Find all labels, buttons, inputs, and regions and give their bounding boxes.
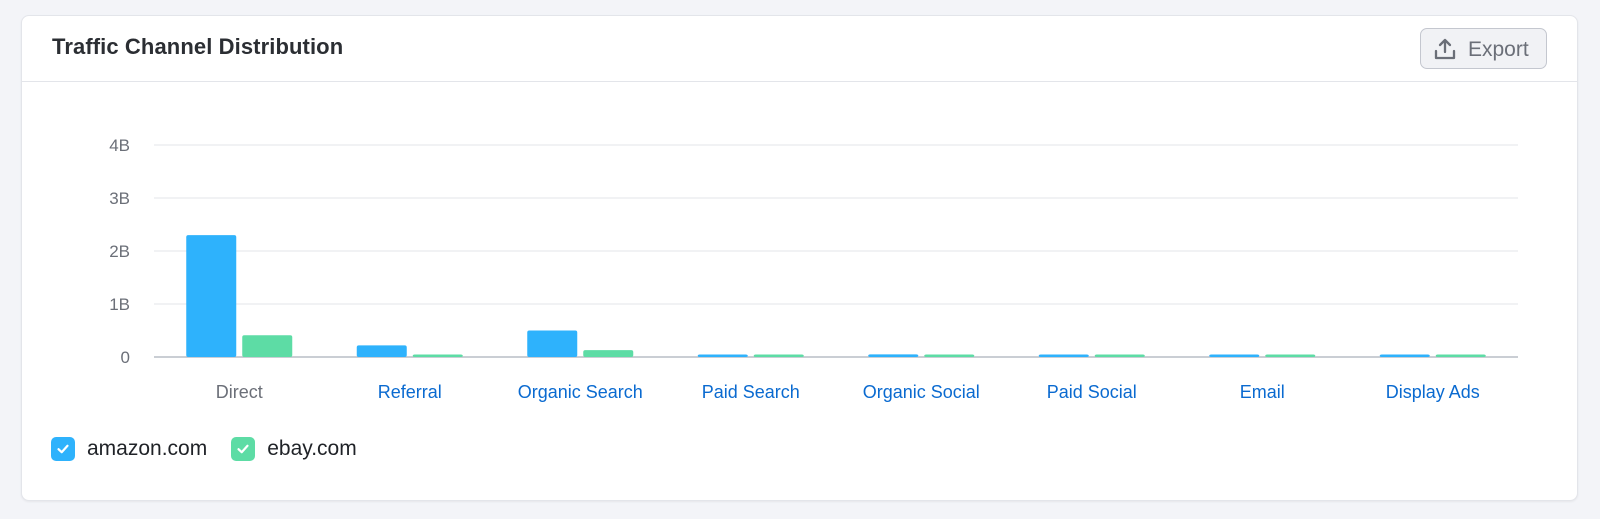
y-tick-label: 1B <box>109 295 130 314</box>
category-label[interactable]: Organic Search <box>518 382 643 402</box>
upload-icon <box>1434 38 1456 60</box>
bar-2 <box>1435 354 1486 357</box>
bar-1 <box>1038 354 1089 357</box>
bar-2 <box>412 354 463 357</box>
legend-item-series-1[interactable]: amazon.com <box>51 437 207 461</box>
bar-1 <box>1379 354 1430 357</box>
bar-1 <box>697 354 748 357</box>
chart-legend: amazon.com ebay.com <box>51 436 381 462</box>
traffic-channel-card: Traffic Channel Distribution Export 0 1B 2… <box>21 15 1578 501</box>
category-label[interactable]: Display Ads <box>1386 382 1480 402</box>
legend-label-series-2: ebay.com <box>267 437 357 460</box>
bar-1 <box>868 354 919 357</box>
checkmark-icon[interactable] <box>231 437 256 461</box>
bar-2 <box>583 350 634 357</box>
export-label: Export <box>1468 38 1529 61</box>
y-tick-label: 2B <box>109 242 130 261</box>
y-tick-label: 4B <box>109 136 130 155</box>
category-label[interactable]: Email <box>1240 382 1285 402</box>
category-label[interactable]: Paid Social <box>1047 382 1137 402</box>
y-tick-label: 0 <box>121 348 130 367</box>
checkmark-icon[interactable] <box>51 437 75 461</box>
y-tick-label: 3B <box>109 189 130 208</box>
legend-label-series-1: amazon.com <box>87 437 208 460</box>
bar-2 <box>1094 354 1145 357</box>
bar-1 <box>186 235 237 357</box>
bar-2 <box>1265 354 1316 357</box>
bar-2 <box>924 354 975 357</box>
bar-1 <box>356 345 407 357</box>
card-title: Traffic Channel Distribution <box>52 34 344 59</box>
bar-1 <box>527 330 578 357</box>
category-label[interactable]: Organic Social <box>863 382 980 402</box>
category-label[interactable]: Referral <box>378 382 442 402</box>
card-header: Traffic Channel Distribution Export <box>22 16 1577 82</box>
category-label: Direct <box>216 382 263 402</box>
category-label[interactable]: Paid Search <box>702 382 800 402</box>
bar-1 <box>1209 354 1260 357</box>
export-button[interactable]: Export <box>1420 28 1547 69</box>
legend-item-series-2[interactable]: ebay.com <box>231 437 357 461</box>
bar-2 <box>753 354 804 357</box>
bar-2 <box>242 335 293 357</box>
bar-chart: 0 1B 2B 3B 4B Direct Referral Organic Search Pai… <box>109 136 1518 402</box>
